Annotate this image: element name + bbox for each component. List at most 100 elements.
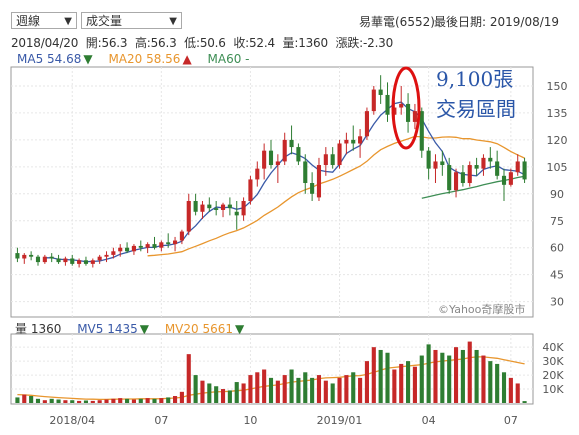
candle-body [35,256,41,263]
volume-bar [83,400,89,403]
volume-bar [303,372,308,403]
ohlc-open: 開:56.3 [85,36,128,50]
stock-name: 易華電(6552) [359,15,435,29]
ma5-arrow-icon: ▼ [83,52,93,66]
candle-body [275,161,280,166]
price-tick-label: 90 [550,188,564,201]
period-select[interactable]: 週線 ▼ [11,12,77,29]
candle-body [501,175,507,185]
candle-body [330,154,335,166]
volume-bar [440,352,445,403]
candle-body [440,161,445,166]
candle-body [90,260,95,264]
volume-bar [56,399,61,403]
volume-bar [152,398,157,403]
volume-bar [200,380,205,403]
candle-body [255,168,260,180]
volume-bar [371,347,376,403]
volume-bar [275,380,280,403]
candle-body [49,256,54,259]
annotation-line-2: 交易區間 [436,97,516,121]
volume-bar [282,375,287,403]
ma20-legend: MA20 58.56 [108,52,181,66]
mv20-arrow-icon: ▼ [235,322,245,336]
volume-bar [364,361,370,403]
candle-body [303,161,308,184]
volume-bar [412,366,417,403]
volume-bar [220,389,226,403]
volume-bar [515,383,520,403]
volume-bar [193,375,198,403]
candle-body [316,165,322,198]
mv5-arrow-icon: ▼ [139,322,149,336]
volume-bar [166,397,171,403]
ma60-line [421,175,525,199]
price-tick-label: 150 [547,80,568,93]
volume-bar [214,386,219,403]
chevron-down-icon: ▼ [169,16,177,27]
candle-body [97,256,102,261]
candle-body [453,172,459,191]
price-axis: 30 45 60 75 90 105 120 135 150 [547,80,568,309]
candle-body [364,111,370,137]
volume-bar [378,349,383,403]
volume-bar [49,398,54,403]
indicator-select[interactable]: 成交量 ▼ [81,12,182,29]
time-tick-label: 07 [504,414,518,427]
candle-body [474,165,479,169]
volume-bar [15,397,20,403]
volume-tick-label: 10K [542,383,564,396]
ma5-line [44,101,525,263]
volume-bar [118,398,123,403]
candle-body [433,161,438,169]
volume-bar [337,377,342,403]
candle-body [310,183,315,194]
volume-bar [241,383,246,403]
candle-body [337,143,342,166]
volume-bar [330,383,335,403]
time-tick-label: 04 [422,414,436,427]
time-tick-label: 07 [154,414,168,427]
candle-body [378,89,383,95]
volume-bar [35,398,41,403]
volume-bar [406,361,411,403]
volume-bar [63,400,68,403]
highlight-ellipse [391,66,421,150]
volume-bar [289,369,294,403]
candle-body [515,161,520,173]
volume-bar [358,377,363,403]
price-tick-label: 105 [547,161,568,174]
candle-body [385,94,390,115]
volume-bar [234,382,239,403]
volume-bar [268,377,274,403]
mv5-legend: MV5 1435 [77,322,138,336]
volume-bar [467,341,472,403]
time-axis: 2018/04 07 10 2019/01 04 07 [49,414,517,427]
volume-tick-label: 20K [542,369,564,382]
candle-body [399,103,404,108]
volume-bar [29,396,34,403]
ohlc-change: 漲跌:-2.30 [335,36,394,50]
candle-body [83,260,89,264]
candle-body [371,89,376,112]
last-date: 最後日期: 2019/08/19 [434,15,560,29]
volume-bar [460,349,465,403]
price-tick-label: 135 [547,107,568,120]
volume-bar [474,349,479,403]
candle-body [227,204,232,209]
volume-bar [344,375,349,403]
candle-body [234,211,239,216]
candle-body [220,204,226,210]
candle-body [125,247,130,252]
volume-bar [323,380,328,403]
ohlc-close: 收:52.4 [233,36,275,50]
volume-bar [248,375,253,403]
candle-body [323,154,328,166]
candle-body [419,111,424,151]
time-tick-label: 10 [243,414,257,427]
volume-bar [138,398,143,403]
candle-body [138,245,143,248]
volume-bar [22,394,27,403]
candle-body [207,204,212,209]
